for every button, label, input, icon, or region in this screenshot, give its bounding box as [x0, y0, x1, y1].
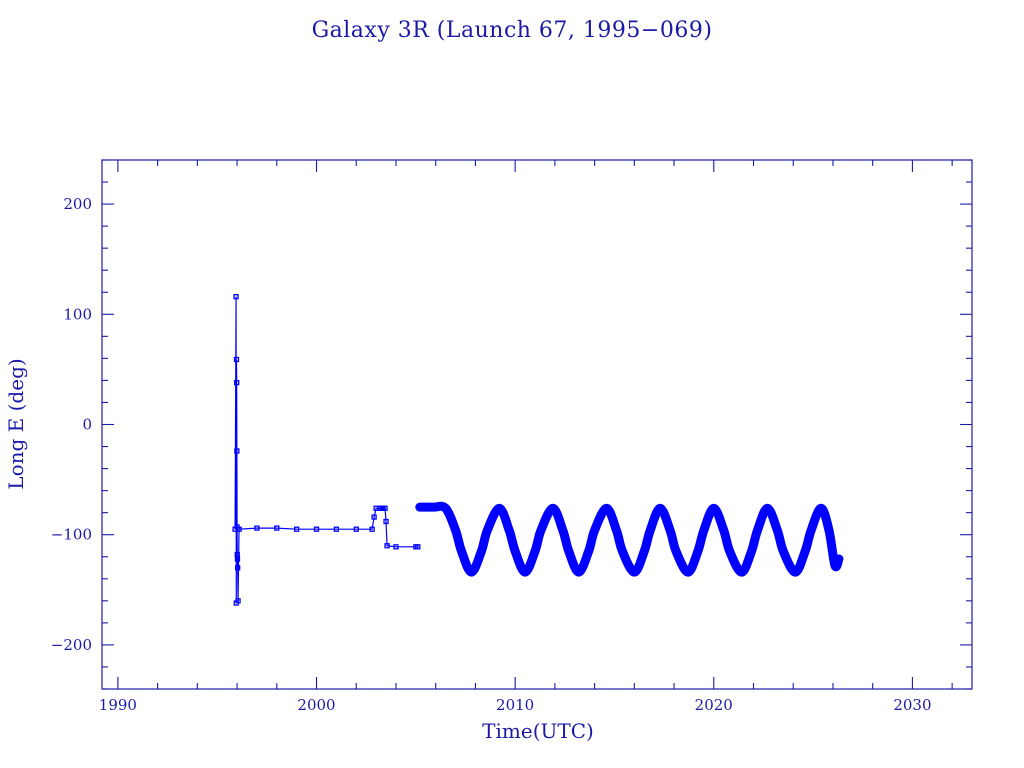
series-1-band: [415, 501, 844, 577]
series-0-point: [274, 525, 280, 531]
plot-frame: [101, 159, 973, 690]
x-tick-label: 1990: [99, 696, 137, 714]
series-0-point: [393, 544, 399, 550]
plot-area: [101, 159, 973, 690]
x-tick-label: 2030: [893, 696, 931, 714]
y-tick-label: 200: [63, 195, 92, 213]
x-tick-label: 2020: [695, 696, 733, 714]
series-0-point: [313, 526, 320, 532]
x-tick-label: 2010: [496, 696, 534, 714]
series-0-point: [235, 598, 241, 604]
series-layer: [232, 294, 844, 606]
series-0-point: [382, 505, 388, 511]
y-tick-label: −100: [51, 526, 92, 544]
series-0-line: [234, 296, 418, 604]
series-0-point: [384, 543, 390, 549]
series-0-point: [383, 518, 389, 525]
y-tick-label: −200: [51, 636, 92, 654]
series-0-point: [234, 556, 241, 562]
axis-ticks: [102, 159, 972, 690]
series-0-point: [254, 525, 260, 531]
series-0-point: [333, 526, 340, 532]
series-0-point: [353, 526, 359, 532]
series-0-point: [234, 379, 240, 386]
series-0-point: [233, 356, 240, 363]
y-tick-label: 100: [63, 305, 92, 323]
chart-title: Galaxy 3R (Launch 67, 1995−069): [312, 18, 713, 43]
x-axis-label: Time(UTC): [482, 719, 594, 743]
y-tick-label: 0: [82, 416, 92, 434]
series-0-point: [369, 526, 375, 532]
series-0-point: [371, 514, 377, 520]
y-axis-label: Long E (deg): [4, 358, 28, 489]
series-0-point: [233, 294, 239, 300]
series-0-point: [235, 565, 241, 571]
series-0-point: [236, 526, 242, 532]
x-tick-label: 2000: [297, 696, 335, 714]
series-0-point: [415, 544, 421, 550]
series-0-point: [234, 448, 240, 454]
series-0-point: [294, 526, 300, 532]
